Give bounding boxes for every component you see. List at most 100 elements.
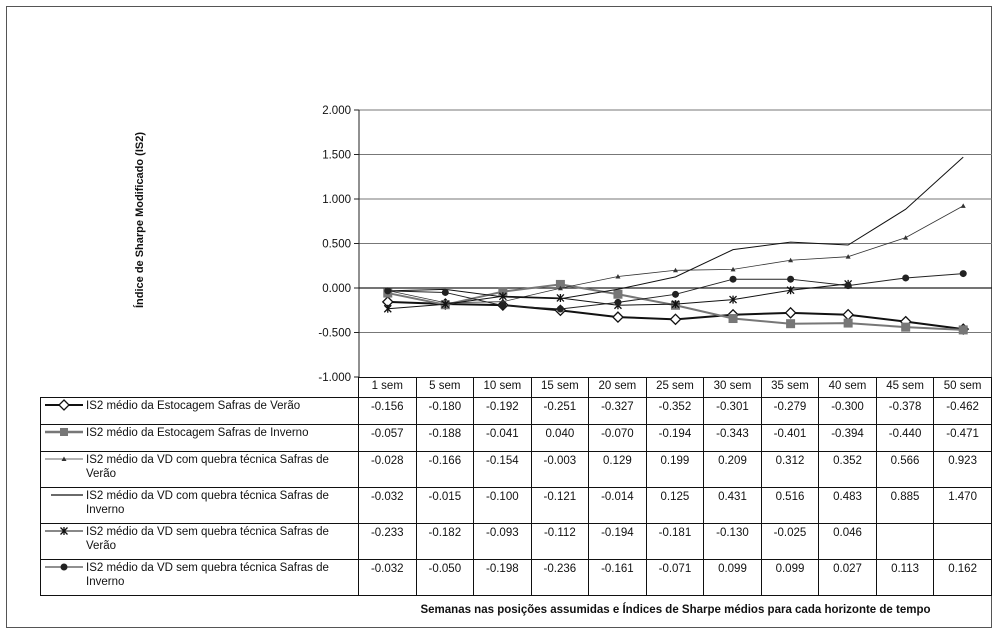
- category-label: 45 sem: [875, 377, 935, 398]
- data-point: [845, 254, 851, 259]
- table-row: IS2 médio da VD com quebra técnica Safra…: [40, 487, 992, 524]
- data-label: 0.199: [645, 451, 705, 488]
- data-point: [960, 203, 966, 208]
- data-point: [441, 300, 450, 309]
- data-label: 0.099: [703, 559, 762, 596]
- data-label: 0.923: [933, 451, 992, 488]
- legend-entry: IS2 médio da Estocagem Safras de Inverno: [86, 427, 309, 439]
- category-label: 5 sem: [415, 377, 475, 398]
- data-point: [498, 292, 507, 301]
- data-label: 0.312: [760, 451, 820, 488]
- data-label: -0.025: [760, 523, 820, 560]
- y-tick-label: 1.000: [322, 194, 351, 206]
- data-point: [383, 304, 392, 313]
- data-label: -0.233: [358, 523, 417, 560]
- data-label: -0.166: [415, 451, 475, 488]
- data-label: 0.209: [703, 451, 762, 488]
- category-label: 20 sem: [588, 377, 647, 398]
- data-label: -0.071: [645, 559, 705, 596]
- data-point: [613, 289, 623, 299]
- data-point: [844, 282, 852, 290]
- data-label: 0.046: [818, 523, 877, 560]
- data-label: -0.057: [358, 424, 417, 452]
- data-point: [556, 305, 564, 313]
- data-point: [669, 313, 682, 326]
- data-label: -0.343: [703, 424, 762, 452]
- data-label: -0.050: [415, 559, 475, 596]
- data-point: [729, 275, 737, 283]
- legend-entry: IS2 médio da VD sem quebra técnica Safra…: [86, 562, 329, 588]
- data-point: [788, 257, 794, 263]
- data-point: [901, 322, 911, 332]
- data-point: [842, 308, 855, 321]
- legend-marker: [45, 527, 83, 535]
- data-point: [728, 314, 738, 324]
- data-label: -0.188: [415, 424, 475, 452]
- data-label: -0.100: [473, 487, 532, 524]
- data-point: [673, 267, 678, 273]
- data-label: [875, 523, 935, 560]
- legend-entry: IS2 médio da VD com quebra técnica Safra…: [86, 454, 329, 480]
- data-label: -0.154: [473, 451, 532, 488]
- data-label: [933, 523, 992, 560]
- data-label: -0.352: [645, 397, 705, 425]
- data-label: -0.015: [415, 487, 475, 524]
- category-label: 25 sem: [645, 377, 705, 398]
- data-label: -0.301: [703, 397, 762, 425]
- data-label: -0.198: [473, 559, 532, 596]
- legend-marker: [51, 494, 83, 496]
- data-label: -0.401: [760, 424, 820, 452]
- data-point: [441, 288, 449, 296]
- category-label: 30 sem: [703, 377, 762, 398]
- series-line-4: [387, 156, 964, 300]
- data-label: -0.440: [875, 424, 935, 452]
- data-label: 0.040: [530, 424, 590, 452]
- table-row: IS2 médio da Estocagem Safras de Verão -0…: [40, 397, 992, 425]
- series-legend-cell: IS2 médio da Estocagem Safras de Inverno: [40, 424, 359, 452]
- data-point: [557, 285, 563, 291]
- data-label: -0.130: [703, 523, 762, 560]
- data-point: [556, 293, 565, 302]
- data-label: -0.471: [933, 424, 992, 452]
- data-point: [730, 266, 736, 272]
- data-point: [612, 311, 624, 324]
- y-tick-label: -0.500: [318, 328, 351, 340]
- category-label: 10 sem: [473, 377, 532, 398]
- data-point: [671, 300, 680, 309]
- data-label: -0.462: [933, 397, 992, 425]
- table-row: IS2 médio da Estocagem Safras de Inverno…: [40, 424, 992, 452]
- data-label: -0.378: [875, 397, 935, 425]
- table-row: IS2 médio da VD sem quebra técnica Safra…: [40, 559, 992, 596]
- table-corner: [40, 377, 359, 398]
- data-point: [959, 270, 967, 278]
- data-label: -0.121: [530, 487, 590, 524]
- data-point: [384, 287, 392, 295]
- y-tick-label: 1.500: [322, 150, 351, 162]
- data-point: [615, 274, 621, 279]
- data-label: -0.182: [415, 523, 475, 560]
- category-label: 50 sem: [933, 377, 992, 398]
- y-tick-label: 2.000: [322, 105, 351, 117]
- data-point: [729, 295, 738, 304]
- data-point: [903, 235, 909, 240]
- data-label: -0.279: [760, 397, 820, 425]
- data-label: -0.014: [588, 487, 647, 524]
- series-legend-cell: IS2 médio da VD sem quebra técnica Safra…: [40, 523, 359, 560]
- data-label: 0.125: [645, 487, 705, 524]
- y-axis-label: Índice de Sharpe Modificado (IS2): [134, 131, 146, 309]
- data-label: -0.194: [588, 523, 647, 560]
- data-label: -0.028: [358, 451, 417, 488]
- category-label: 15 sem: [530, 377, 590, 398]
- data-point: [784, 306, 797, 319]
- data-point: [499, 302, 507, 310]
- series-legend-cell: IS2 médio da VD com quebra técnica Safra…: [40, 487, 359, 524]
- table-row: IS2 médio da VD sem quebra técnica Safra…: [40, 523, 992, 560]
- data-label: 0.483: [818, 487, 877, 524]
- series-legend-cell: IS2 médio da Estocagem Safras de Verão: [40, 397, 359, 425]
- series-legend-cell: IS2 médio da VD com quebra técnica Safra…: [40, 451, 359, 488]
- data-label: -0.070: [588, 424, 647, 452]
- data-label: -0.180: [415, 397, 475, 425]
- data-table: 1 sem 5 sem 10 sem 15 sem 20 sem 25 sem 30 sem…: [40, 377, 992, 596]
- legend-entry: IS2 médio da VD com quebra técnica Safra…: [86, 490, 329, 516]
- data-label: -0.251: [530, 397, 590, 425]
